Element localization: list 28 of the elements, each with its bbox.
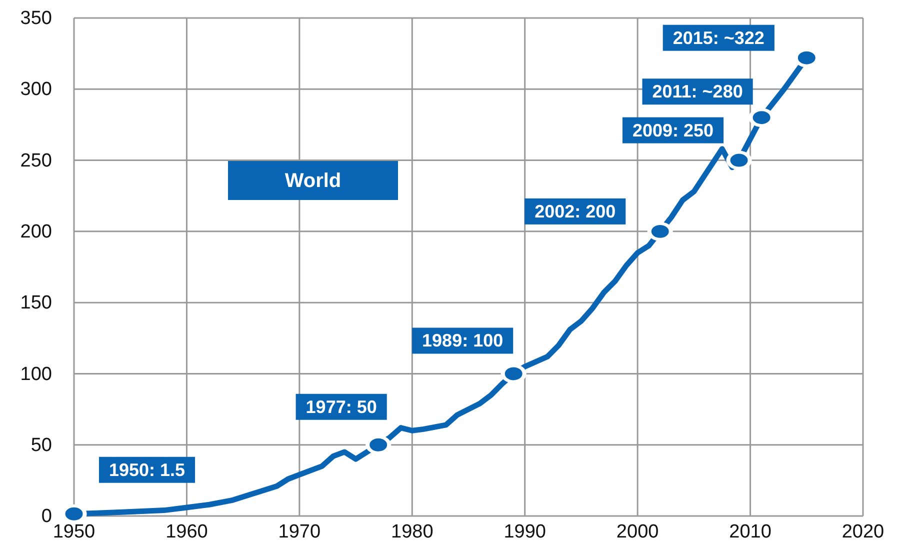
annotation: 1989: 100 — [422, 330, 504, 351]
x-tick-label: 1990 — [504, 521, 546, 542]
annotation: 1950: 1.5 — [108, 460, 186, 480]
point — [366, 435, 391, 455]
annotation: 2015: ~322 — [672, 28, 764, 48]
y-tick-label: 350 — [20, 8, 52, 30]
y-tick-label: 250 — [20, 150, 52, 172]
annotation: 2002: 200 — [534, 201, 616, 222]
x-tick-label: 1960 — [166, 521, 208, 542]
x-tick-label: 2020 — [842, 521, 884, 542]
y-tick-label: 300 — [20, 79, 52, 100]
annotation: 2009: 250 — [632, 120, 714, 140]
y-tick-label: 150 — [20, 292, 52, 314]
text: World — [284, 170, 342, 192]
y-tick-label: 0 — [41, 506, 52, 528]
x-tick-label: 2010 — [729, 521, 772, 542]
x-tick-label: 1970 — [278, 521, 321, 542]
x-tick-label: 1980 — [391, 521, 434, 542]
y-tick-label: 100 — [20, 364, 52, 385]
point — [501, 364, 526, 384]
point — [726, 150, 752, 170]
x-tick-label: 2000 — [616, 521, 659, 542]
point — [648, 222, 673, 242]
annotation: 2011: ~280 — [652, 82, 743, 102]
annotation: 1977: 50 — [306, 396, 377, 417]
y-tick-label: 200 — [20, 222, 52, 243]
y-tick-label: 50 — [30, 434, 52, 456]
x-tick-label: 1950 — [52, 521, 96, 542]
